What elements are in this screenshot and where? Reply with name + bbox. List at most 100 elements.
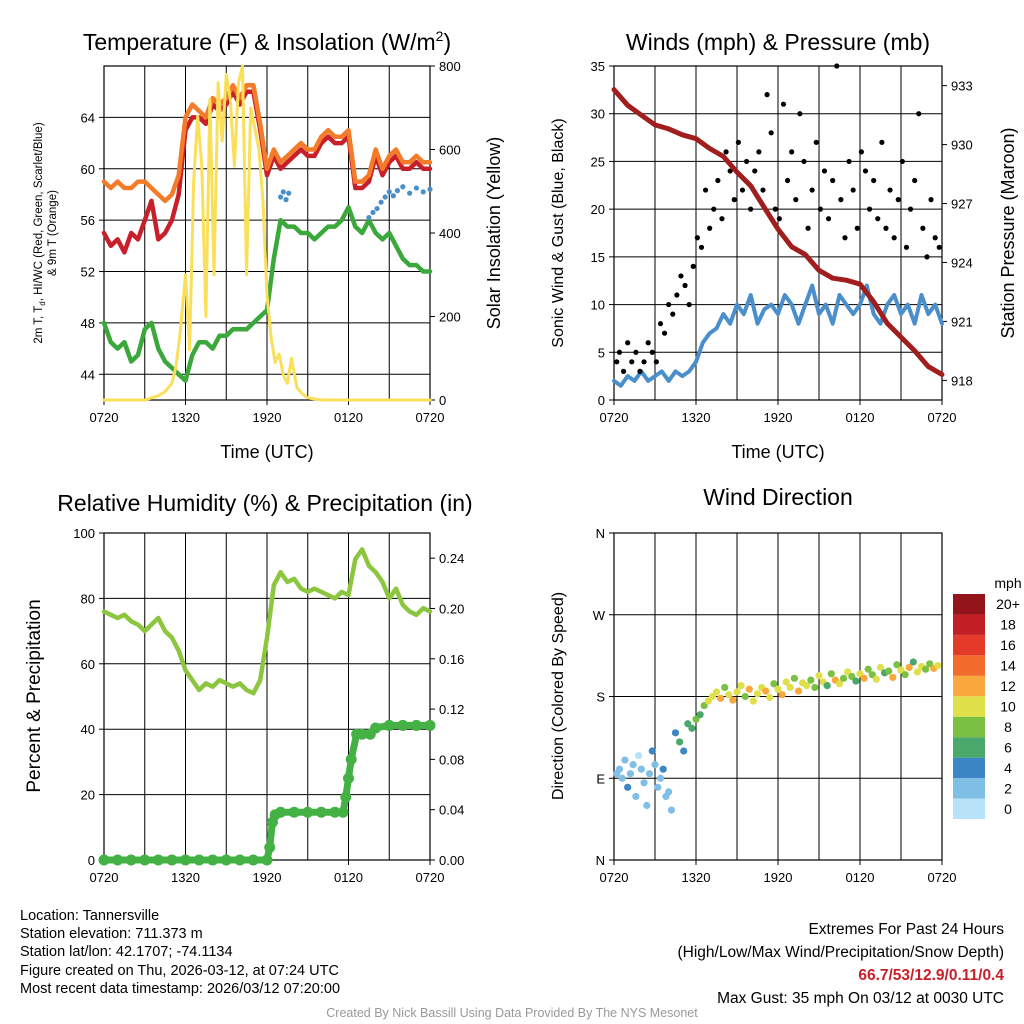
gust-point <box>645 340 651 346</box>
gust-point <box>711 206 717 212</box>
direction-point <box>629 761 637 769</box>
panel2-rtick-label: 924 <box>951 255 973 270</box>
direction-point <box>790 674 799 682</box>
colorbar-swatch <box>953 696 985 717</box>
colorbar-swatch <box>953 757 985 779</box>
colorbar-label: 0 <box>1004 801 1012 817</box>
gust-point <box>764 92 770 98</box>
panel1-rtick-label: 400 <box>439 226 461 241</box>
temp-series-insolation <box>102 64 432 402</box>
panel1-ytick-label: 44 <box>81 367 95 382</box>
panel4-ylabel: Direction (Colored By Speed) <box>550 592 567 800</box>
panel4-xtick-label: 0120 <box>846 870 875 885</box>
extremes-panel: Extremes For Past 24 Hours (High/Low/Max… <box>678 918 1005 1010</box>
gust-point <box>674 292 680 298</box>
panel3-rtick-label: 0.12 <box>439 702 464 717</box>
extremes-subtitle: (High/Low/Max Wind/Precipitation/Snow De… <box>677 944 1005 961</box>
gust-point <box>686 301 692 308</box>
panel1-rtick-label: 600 <box>439 143 461 158</box>
panel3-ytick-label: 80 <box>81 591 95 606</box>
hiwc-point <box>413 185 420 191</box>
gust-point <box>797 111 803 117</box>
precip-point <box>264 841 276 853</box>
gust-point <box>912 177 918 184</box>
direction-point <box>665 788 673 796</box>
panel2-rtick-label: 933 <box>951 79 973 94</box>
gust-point <box>719 216 725 222</box>
panel1-ylabel: 2m T, Td, HI/WC (Red, Green, Scarlet/Blu… <box>33 122 47 343</box>
latlon-text: Station lat/lon: 42.1707; -74.1134 <box>20 944 233 961</box>
panel2-ytick-label: 30 <box>591 107 605 122</box>
colorbar-swatch <box>953 614 985 635</box>
hiwc-point <box>394 188 400 194</box>
colorbar-swatch <box>953 798 985 819</box>
location-text: Location: Tannersville <box>20 908 160 924</box>
gust-point <box>834 63 840 69</box>
panel4-ytick-label: N <box>596 526 605 541</box>
hiwc-point <box>370 209 376 216</box>
gust-point <box>899 158 905 165</box>
gust-point <box>748 206 754 212</box>
gust-point <box>760 187 766 193</box>
hiwc-point <box>280 189 286 195</box>
direction-point <box>922 665 930 673</box>
gust-point <box>842 235 848 241</box>
gust-point <box>928 197 934 203</box>
panel2-rtick-label: 930 <box>951 138 973 153</box>
panel2-ylabel: Sonic Wind & Gust (Blue, Black) <box>550 118 567 347</box>
gust-point <box>698 244 705 250</box>
direction-point <box>749 697 758 705</box>
direction-point <box>659 765 667 773</box>
colorbar-swatch <box>953 594 985 615</box>
direction-point <box>811 683 819 692</box>
gust-point <box>633 349 639 355</box>
gust-point <box>637 368 643 374</box>
panel2-xtick-label: 1920 <box>764 410 793 425</box>
pressure-series <box>611 87 945 377</box>
panel1-ytick-label: 64 <box>81 110 95 125</box>
hiwc-point <box>286 190 292 196</box>
panel3-rtick-label: 0.00 <box>439 853 464 868</box>
panel4-title: Wind Direction <box>703 484 853 510</box>
gust-point <box>879 139 885 145</box>
panel2-ytick-label: 5 <box>598 345 605 360</box>
direction-point <box>934 662 942 670</box>
direction-point <box>815 672 823 680</box>
panel1-ylabel-line2: & 9m T (Orange) <box>47 190 59 276</box>
precip-point <box>345 753 357 765</box>
direction-point <box>786 683 794 692</box>
direction-point <box>729 696 737 704</box>
gust-point <box>932 235 938 241</box>
direction-point <box>696 711 704 719</box>
panel2-ytick-label: 15 <box>591 250 605 265</box>
gust-point <box>821 168 828 174</box>
precip-point <box>424 719 436 731</box>
max-gust-text: Max Gust: 35 mph On 03/12 at 0030 UTC <box>717 990 1004 1007</box>
gust-point <box>887 187 893 193</box>
direction-point <box>823 682 831 690</box>
hiwc-point <box>374 205 380 212</box>
direction-point <box>671 729 680 737</box>
gust-point <box>768 130 774 136</box>
panel2-ytick-label: 0 <box>598 393 605 408</box>
panel1-rtick-label: 200 <box>439 310 461 325</box>
gust-point <box>653 359 659 365</box>
panel4-xtick-label: 0720 <box>600 870 629 885</box>
colorbar-label: 4 <box>1004 760 1012 776</box>
gust-point <box>735 139 741 145</box>
precip-point <box>397 719 409 731</box>
direction-point <box>645 770 654 778</box>
gust-point <box>850 187 856 193</box>
gust-point <box>924 254 930 260</box>
precip-point <box>247 854 259 866</box>
gust-point <box>772 206 778 212</box>
gust-point <box>907 206 914 212</box>
direction-point <box>762 687 770 695</box>
gust-point <box>731 197 737 203</box>
direction-point <box>643 801 651 810</box>
gust-point <box>682 282 688 289</box>
gust-point <box>883 225 889 231</box>
panel4-ytick-label: N <box>596 853 605 868</box>
gust-point <box>784 177 791 184</box>
temp-series-9m-t <box>101 83 433 204</box>
